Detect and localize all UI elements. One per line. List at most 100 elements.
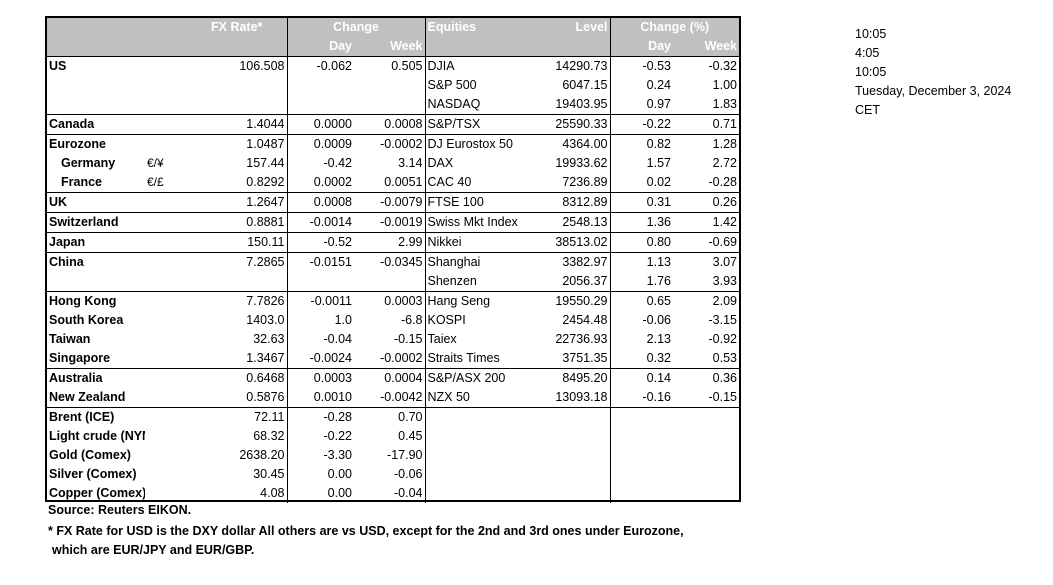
equity-week-change-cell: 2.09 [673, 291, 739, 311]
table-row: Canada 1.4044 0.0000 0.0008 S&P/TSX 25590.33-… [47, 114, 739, 135]
equity-week-change-cell: -0.92 [708, 332, 738, 346]
equity-day-change-cell [609, 407, 673, 427]
country-cell: Australia [47, 368, 145, 388]
change-header: Change [286, 18, 425, 37]
equity-index-cell [424, 465, 538, 484]
table-row: Singapore 1.3467 -0.0024 -0.0002 Straits Tim… [47, 349, 739, 369]
equity-level-cell [538, 407, 610, 427]
fx-week-change-cell: -0.15 [394, 332, 423, 346]
fx-rate-cell: 157.44 [246, 156, 285, 170]
fx-week-change-cell: -0.0345 [354, 252, 425, 272]
fx-rate-cell: 32.63 [253, 332, 285, 346]
equity-level-cell: 2056.37 [562, 274, 608, 288]
country-cell [47, 95, 145, 115]
currency-pair-cell [145, 446, 187, 465]
equity-week-change-cell [673, 446, 739, 465]
fx-week-change-cell: 3.14 [398, 156, 423, 170]
equity-index-cell: Shanghai [424, 252, 538, 272]
table-row: Brent (ICE) 72.11 -0.28 0.70 [47, 407, 739, 427]
equity-index-cell: NZX 50 [424, 388, 538, 408]
country-cell [47, 76, 145, 95]
fx-day-change-cell [286, 76, 354, 95]
equity-index-cell: S&P/TSX [424, 114, 538, 135]
fx-day-change-cell: -0.28 [286, 407, 354, 427]
equity-day-change-cell [609, 446, 673, 465]
equity-level-cell: 25590.33 [538, 114, 610, 135]
currency-pair-cell [145, 368, 187, 388]
equity-day-change-cell: 1.36 [609, 212, 673, 233]
fx-week-change-cell [354, 76, 425, 95]
equity-level-cell: 2454.48 [562, 313, 608, 327]
fx-rate-cell [187, 76, 287, 95]
equity-week-change-cell [673, 465, 739, 484]
time-2: 4:05 [855, 46, 880, 60]
equity-index-cell: Hang Seng [424, 291, 538, 311]
equity-index-cell: DJIA [424, 56, 538, 76]
equity-day-change-cell: -0.22 [609, 114, 673, 135]
fx-rate-cell: 68.32 [253, 429, 285, 443]
fx-day-change-cell: 0.0003 [286, 368, 354, 388]
equity-level-cell [538, 465, 610, 484]
equity-week-change-cell: 1.42 [673, 212, 739, 233]
equity-day-change-cell [609, 427, 673, 446]
equity-index-cell: CAC 40 [424, 173, 538, 193]
fx-day-change-cell: -0.42 [286, 154, 354, 173]
equity-week-change-cell: -0.69 [673, 232, 739, 253]
equity-day-change-cell: -0.06 [609, 311, 673, 330]
table-row: Japan 150.11 -0.52 2.99 Nikkei 38513.02 0.80 -0… [47, 232, 739, 253]
table-row: Taiwan 32.63 -0.04 -0.15 Taiex 22736.93 2.13 -0… [47, 330, 739, 349]
market-table: FX Rate* Change Equities Level Change (%… [45, 16, 741, 503]
fx-day-change-cell [286, 272, 354, 292]
table-row: UK 1.2647 0.0008 -0.0079 FTSE 100 8312.89 0.31… [47, 192, 739, 213]
equity-day-change-cell: 0.80 [609, 232, 673, 253]
equity-level-cell: 4364.00 [538, 134, 610, 154]
equity-day-change-cell: 0.82 [609, 134, 673, 154]
equity-index-cell: Straits Times [424, 349, 538, 369]
equity-level-cell: 8495.20 [538, 368, 610, 388]
fx-rate-cell: 30.45 [253, 467, 285, 481]
equity-index-cell: Nikkei [424, 232, 538, 253]
fx-day-change-cell: -0.0024 [286, 349, 354, 369]
fx-week-change-cell: 0.0004 [354, 368, 425, 388]
equity-week-change-cell: -0.28 [708, 175, 738, 189]
equity-week-change-cell: 0.53 [712, 351, 737, 365]
fx-week-change-cell: 0.0008 [354, 114, 425, 135]
equity-level-cell: 6047.15 [562, 78, 608, 92]
country-cell: New Zealand [49, 390, 126, 404]
fx-week-change-cell: 0.70 [354, 407, 425, 427]
table-row: China 7.2865 -0.0151 -0.0345 Shanghai 3382.97… [47, 252, 739, 272]
fx-rate-cell: 1403.0 [246, 313, 285, 327]
fx-rate-cell: 106.508 [187, 56, 287, 76]
fx-week-change-cell: -17.90 [387, 448, 423, 462]
currency-pair-cell [145, 427, 187, 446]
equity-day-change-cell [609, 484, 673, 503]
fx-rate-cell: 7.7826 [187, 291, 287, 311]
equity-level-cell: 14290.73 [538, 56, 610, 76]
equity-day-change-cell: 0.02 [609, 173, 673, 193]
fx-day-change-cell: 0.0010 [286, 388, 354, 408]
equity-day-change-cell: 1.57 [609, 154, 673, 173]
fx-day-change-cell: -0.04 [286, 330, 354, 349]
table-row: Australia 0.6468 0.0003 0.0004 S&P/ASX 200 84… [47, 368, 739, 388]
fx-rate-cell: 7.2865 [187, 252, 287, 272]
currency-pair-cell [145, 311, 187, 330]
country-cell: Switzerland [47, 212, 145, 233]
equity-week-change-cell: 3.07 [673, 252, 739, 272]
country-cell: South Korea [49, 313, 124, 327]
fx-week-change-cell: -0.04 [394, 486, 423, 500]
equity-index-cell [424, 427, 538, 446]
currency-pair-cell: €/£ [147, 175, 164, 189]
equity-day-change-cell: 0.65 [609, 291, 673, 311]
equity-index-cell: KOSPI [424, 311, 538, 330]
equity-week-change-cell: 1.83 [712, 97, 737, 111]
currency-pair-cell [145, 56, 187, 76]
fx-week-change-cell: 0.505 [354, 56, 425, 76]
footnote-line-1: * FX Rate for USD is the DXY dollar All … [48, 524, 684, 538]
day-pct-header: Day [609, 37, 673, 57]
fx-rate-cell [187, 272, 287, 292]
fx-rate-cell: 72.11 [187, 407, 287, 427]
fx-week-change-cell: 0.0051 [384, 175, 423, 189]
currency-pair-cell: €/¥ [147, 156, 164, 170]
equity-level-cell: 19403.95 [555, 97, 608, 111]
table-row: South Korea 1403.0 1.0 -6.8 KOSPI 2454.48 -0.0… [47, 311, 739, 330]
